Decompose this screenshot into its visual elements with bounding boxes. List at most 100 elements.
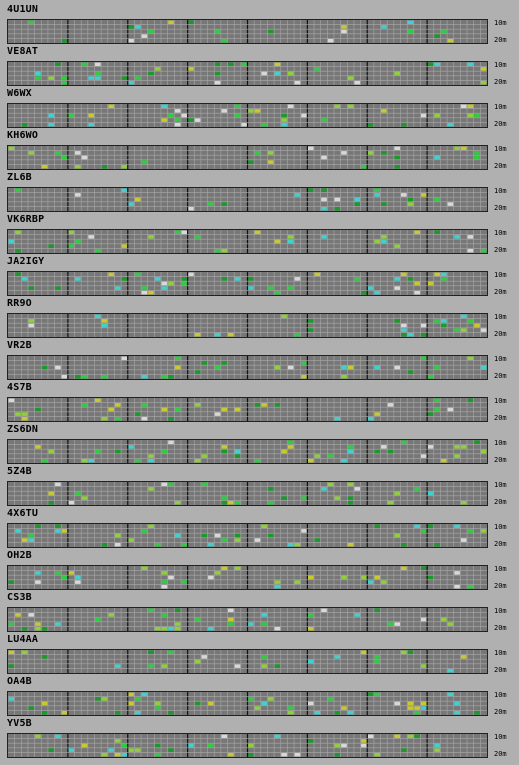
signal-spot (401, 323, 407, 328)
signal-spot (254, 403, 261, 407)
signal-spot (427, 281, 434, 286)
signal-spot (35, 524, 41, 529)
signal-spot (314, 710, 321, 715)
signal-spot (287, 239, 294, 244)
signal-spot (221, 202, 228, 206)
signal-spot (174, 500, 181, 505)
signal-spot (8, 146, 15, 151)
signal-spot (148, 454, 154, 458)
signal-spot (201, 482, 208, 487)
station-callsign: OA4B (7, 676, 32, 687)
signal-spot (174, 608, 181, 613)
signal-spot (194, 118, 201, 122)
signal-spot (221, 449, 228, 454)
signal-spot (208, 575, 214, 580)
signal-spot (128, 38, 134, 43)
signal-spot (287, 542, 294, 547)
signal-spot (294, 80, 301, 85)
signal-spot (15, 230, 21, 235)
signal-spot (55, 529, 61, 533)
band-label-10m: 10m (494, 229, 507, 237)
signal-spot (214, 62, 221, 67)
signal-spot (440, 29, 447, 34)
signal-spot (55, 482, 61, 487)
signal-spot (407, 734, 414, 739)
signal-spot (28, 533, 35, 538)
signal-spot (94, 76, 101, 80)
signal-spot (374, 692, 381, 697)
signal-spot (261, 622, 267, 626)
signal-spot (480, 67, 487, 71)
signal-spot (28, 706, 35, 710)
station-row: LU4AA 10m 20m (0, 634, 519, 676)
signal-spot (241, 122, 247, 127)
signal-spot (374, 752, 381, 757)
signal-spot (281, 118, 287, 122)
signal-spot (367, 734, 374, 739)
signal-spot (274, 626, 281, 631)
signal-spot (361, 575, 367, 580)
signal-spot (108, 272, 114, 277)
band-time-grid (7, 523, 488, 548)
signal-spot (420, 332, 427, 337)
signal-spot (427, 524, 434, 529)
grid-canvas (8, 20, 487, 43)
signal-spot (434, 230, 440, 235)
band-label-20m: 20m (494, 36, 507, 44)
signal-spot (15, 412, 21, 416)
grid-canvas (8, 440, 487, 463)
band-label-20m: 20m (494, 288, 507, 296)
signal-spot (401, 542, 407, 547)
signal-spot (35, 71, 41, 76)
signal-spot (467, 113, 474, 118)
signal-spot (334, 710, 341, 715)
signal-spot (460, 328, 467, 332)
signal-spot (28, 286, 35, 290)
signal-spot (114, 752, 121, 757)
signal-spot (208, 743, 214, 748)
signal-spot (347, 449, 354, 454)
signal-spot (314, 67, 321, 71)
signal-spot (234, 664, 241, 668)
signal-spot (161, 286, 168, 290)
signal-spot (35, 407, 41, 412)
signal-spot (440, 277, 447, 281)
signal-spot (447, 122, 454, 127)
signal-spot (94, 398, 101, 403)
signal-spot (134, 458, 141, 463)
grid-canvas (8, 104, 487, 127)
signal-spot (234, 538, 241, 542)
signal-spot (161, 584, 168, 589)
station-row: 4U1UN 10m 20m (0, 4, 519, 46)
signal-spot (154, 743, 161, 748)
signal-spot (194, 403, 201, 407)
signal-spot (221, 407, 228, 412)
signal-spot (454, 571, 460, 575)
signal-spot (141, 374, 148, 379)
signal-spot (181, 580, 188, 584)
signal-spot (287, 365, 294, 370)
station-row: ZL6B 10m 20m (0, 172, 519, 214)
signal-spot (154, 67, 161, 71)
signal-spot (301, 374, 307, 379)
signal-spot (134, 197, 141, 202)
signal-spot (414, 281, 420, 286)
signal-spot (287, 104, 294, 109)
signal-spot (467, 398, 474, 403)
signal-spot (447, 202, 454, 206)
signal-spot (301, 496, 307, 500)
signal-spot (401, 748, 407, 752)
signal-spot (221, 538, 228, 542)
signal-spot (35, 445, 41, 449)
signal-spot (15, 248, 21, 253)
grid-canvas (8, 524, 487, 547)
signal-spot (341, 706, 347, 710)
signal-spot (267, 160, 274, 164)
signal-spot (374, 655, 381, 659)
signal-spot (381, 580, 387, 584)
signal-spot (321, 235, 327, 239)
signal-spot (121, 752, 128, 757)
signal-spot (401, 566, 407, 571)
signal-spot (81, 403, 88, 407)
signal-spot (281, 752, 287, 757)
